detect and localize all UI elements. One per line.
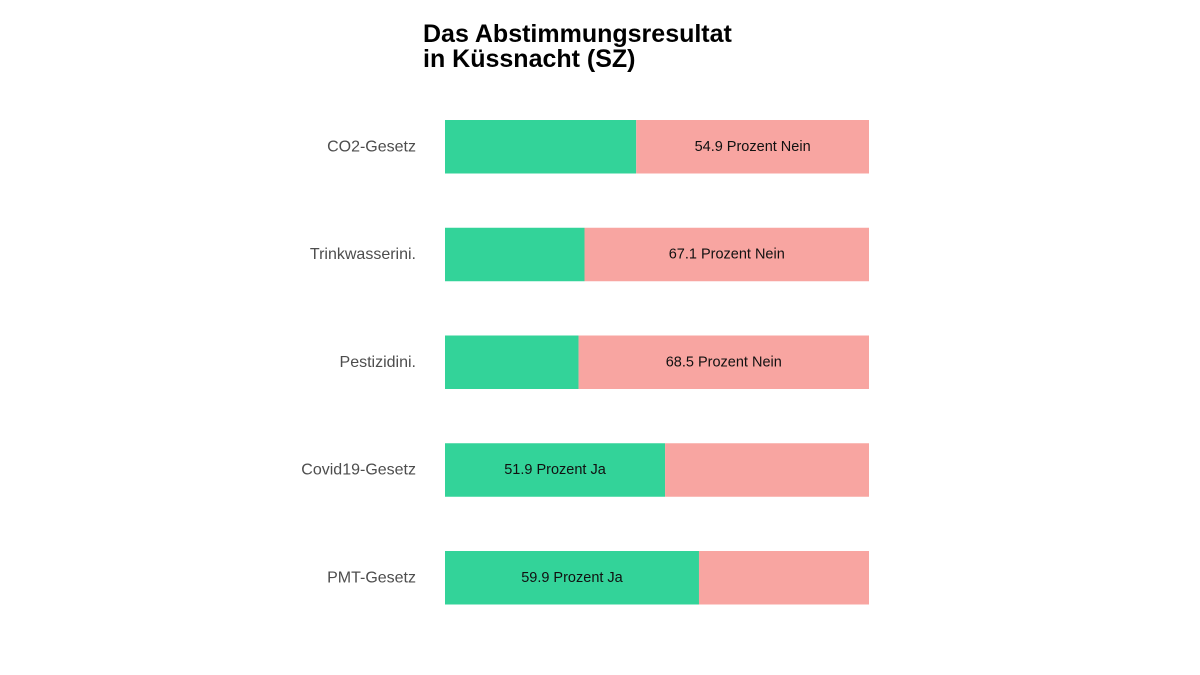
data-label: 68.5 Prozent Nein [666,354,782,370]
category-label: CO2-Gesetz [327,138,416,155]
bar-segment-nein [578,335,869,389]
bar-group-pestizidini: Pestizidini. 68.5 Prozent Nein [340,335,869,389]
bar-segment-ja [445,551,699,605]
data-label: 59.9 Prozent Ja [521,570,623,586]
data-label: 54.9 Prozent Nein [695,139,811,155]
data-label: 67.1 Prozent Nein [669,247,785,263]
category-label: Trinkwasserini. [310,246,416,263]
bar-group-trinkwasserini: Trinkwasserini. 67.1 Prozent Nein [310,227,869,282]
category-label: Covid19-Gesetz [301,462,416,479]
bar-segment-nein [665,443,869,497]
chart-title-line-2: in Küssnacht (SZ) [423,45,636,73]
bar-segment-ja [445,120,637,174]
category-label: PMT-Gesetz [327,569,416,586]
bar-segment-ja [445,335,579,389]
bar-segment-nein [698,551,869,605]
bar-group-pmt-gesetz: PMT-Gesetz 59.9 Prozent Ja [327,551,869,605]
bar-group-covid19-gesetz: Covid19-Gesetz 51.9 Prozent Ja [301,443,869,497]
chart-title: Das Abstimmungsresultat in Küssnacht (SZ… [423,22,732,72]
bar-segment-ja [445,443,666,497]
category-label: Pestizidini. [340,354,416,371]
chart-title-line-1: Das Abstimmungsresultat [423,20,732,48]
bar-segment-nein [584,227,869,282]
bar-group-co2-gesetz: CO2-Gesetz 54.9 Prozent Nein [327,120,869,174]
bar-segment-nein [636,120,869,174]
data-label: 51.9 Prozent Ja [504,462,606,478]
bar-segment-ja [445,227,585,282]
